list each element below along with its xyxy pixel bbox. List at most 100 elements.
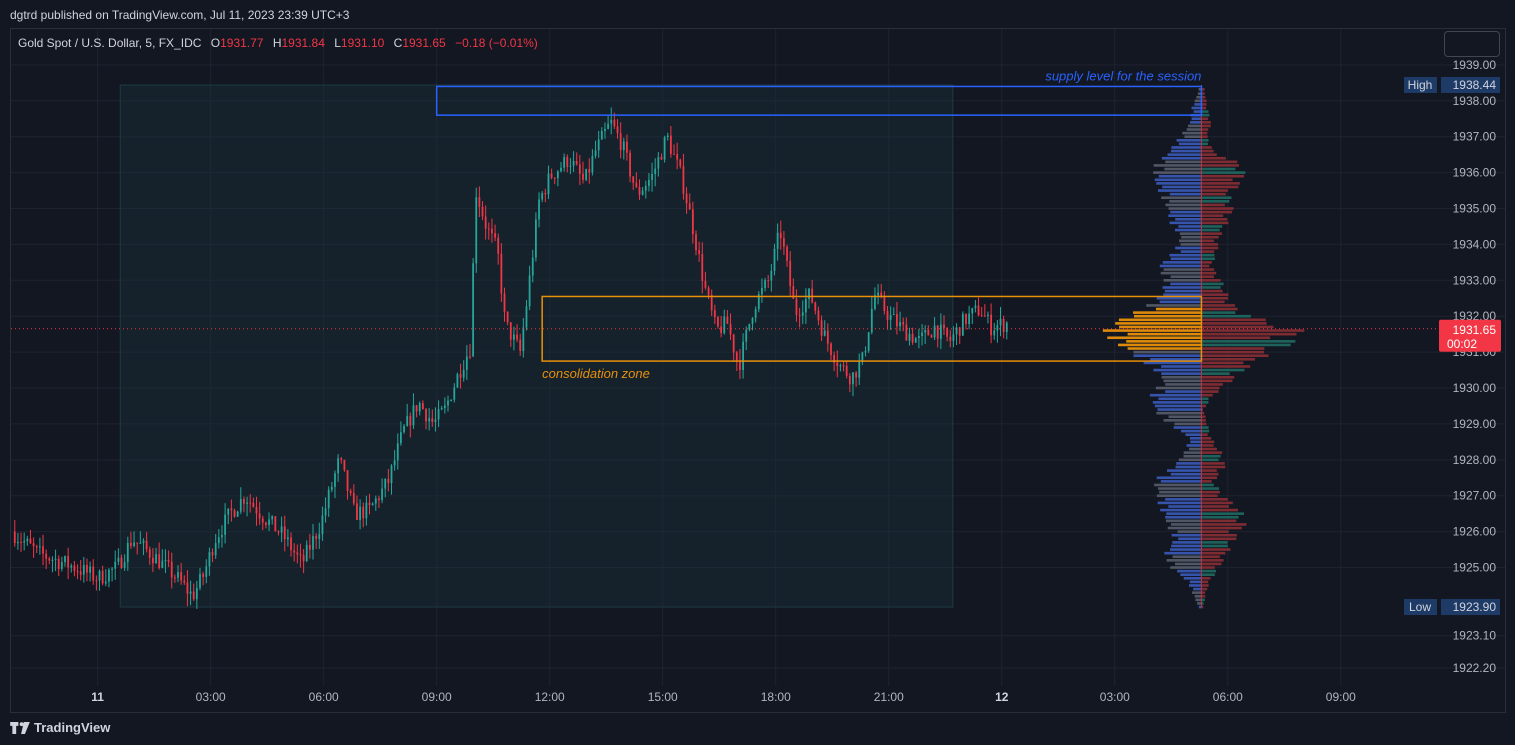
high-value-box: [1441, 77, 1500, 94]
volume-profile-buy-bar: [1165, 383, 1202, 386]
volume-profile-sell-bar: [1201, 594, 1206, 598]
volume-profile-buy-bar: [1175, 562, 1202, 566]
publish-caption: dgtrd published on TradingView.com, Jul …: [10, 8, 350, 22]
candle-body: [330, 486, 333, 490]
volume-profile-sell-bar: [1201, 92, 1205, 95]
candle-body: [776, 232, 779, 249]
candle-body: [155, 554, 157, 564]
open-value: 1931.77: [220, 36, 264, 50]
candle-body: [619, 133, 622, 151]
candle-body: [48, 558, 51, 561]
volume-profile-buy-bar: [1170, 210, 1202, 214]
candle-body: [534, 219, 537, 258]
volume-profile-sell-bar: [1201, 217, 1228, 221]
candle-body: [575, 161, 578, 165]
volume-profile-sell-bar: [1201, 447, 1217, 451]
candle-body: [547, 173, 550, 195]
session-range-box: [119, 84, 954, 608]
volume-profile-buy-bar: [1177, 530, 1202, 533]
candle-body: [848, 375, 851, 385]
volume-profile-buy-bar: [1165, 519, 1202, 523]
symbol-name[interactable]: Gold Spot / U.S. Dollar, 5, FX_IDC: [18, 36, 202, 50]
candle-body: [927, 329, 930, 336]
candle-body: [560, 167, 562, 172]
supply-zone-box: [435, 85, 1203, 116]
volume-profile-sell-bar: [1201, 354, 1269, 358]
volume-profile-buy-bar: [1160, 480, 1202, 483]
volume-profile-sell-bar: [1201, 591, 1206, 594]
last-price-value: 1931.65: [1453, 323, 1497, 337]
volume-profile-buy-bar: [1178, 142, 1202, 146]
volume-profile-sell-bar: [1201, 135, 1208, 139]
volume-profile-buy-bar: [1133, 354, 1202, 358]
candle-body: [676, 154, 679, 160]
volume-profile-sell-bar: [1201, 182, 1240, 185]
candle-body: [883, 296, 886, 312]
volume-profile-buy-bar: [1161, 196, 1202, 200]
volume-profile-sell-bar: [1201, 512, 1245, 515]
candle-body: [334, 473, 336, 487]
candle-body: [183, 580, 186, 583]
volume-profile-sell-bar: [1201, 124, 1211, 128]
candle-body: [208, 552, 211, 567]
candle-body: [45, 553, 48, 559]
candle-body: [855, 372, 858, 378]
volume-profile-buy-bar: [1157, 189, 1202, 192]
candle-body: [660, 157, 663, 160]
volume-profile-sell-bar: [1201, 408, 1203, 411]
x-tick-label: 12: [995, 690, 1009, 704]
candle-body: [908, 333, 911, 341]
footer-brand[interactable]: TradingView: [10, 720, 110, 735]
chart-panel[interactable]: [10, 28, 1506, 713]
candle-body: [1005, 322, 1008, 333]
chart-settings-button[interactable]: [1444, 31, 1500, 57]
candle-body: [892, 314, 895, 316]
volume-profile-sell-bar: [1201, 221, 1229, 225]
candle-body: [594, 150, 597, 157]
candle-body: [651, 173, 653, 180]
candle-body: [400, 432, 402, 444]
candle-body: [418, 403, 421, 412]
candle-body: [789, 260, 792, 287]
x-tick-label: 09:00: [422, 690, 452, 704]
volume-profile-sell-bar: [1201, 228, 1220, 232]
volume-profile-sell-bar: [1201, 483, 1214, 487]
supply-zone-label: supply level for the session: [1045, 68, 1201, 83]
volume-profile-buy-bar: [1157, 501, 1202, 505]
candle-body: [943, 324, 945, 328]
candle-body: [757, 294, 760, 310]
volume-profile-buy-bar: [1194, 594, 1202, 598]
candle-body: [751, 317, 754, 324]
volume-profile-sell-bar: [1201, 304, 1235, 307]
candle-body: [352, 493, 355, 504]
candle-body: [695, 234, 697, 251]
candle-body: [236, 511, 239, 517]
candle-body: [296, 552, 299, 555]
volume-profile-sell-bar: [1201, 192, 1226, 196]
candle-body: [425, 409, 427, 422]
volume-profile-sell-bar: [1201, 95, 1206, 99]
candle-body: [682, 166, 685, 194]
volume-profile-sell-bar: [1201, 436, 1212, 440]
low-value-box: [1441, 599, 1500, 616]
candle-body: [123, 562, 126, 568]
candle-body: [610, 119, 613, 124]
candle-body: [531, 257, 534, 276]
candle-body: [820, 320, 823, 336]
volume-profile-buy-bar: [1159, 264, 1202, 268]
volume-profile-sell-bar: [1201, 185, 1239, 189]
volume-profile-sell-bar: [1201, 350, 1264, 354]
candle-body: [742, 341, 744, 370]
candle-body: [277, 531, 280, 533]
volume-profile-buy-bar: [1161, 375, 1202, 379]
x-tick-label: 18:00: [761, 690, 791, 704]
candle-body: [356, 503, 358, 520]
candle-body: [26, 538, 29, 542]
candle-body: [808, 288, 810, 300]
volume-profile-buy-bar: [1166, 559, 1202, 562]
candle-body: [76, 570, 79, 572]
candle-body: [20, 541, 22, 543]
volume-profile-buy-bar: [1180, 250, 1202, 253]
candle-body: [387, 478, 390, 484]
